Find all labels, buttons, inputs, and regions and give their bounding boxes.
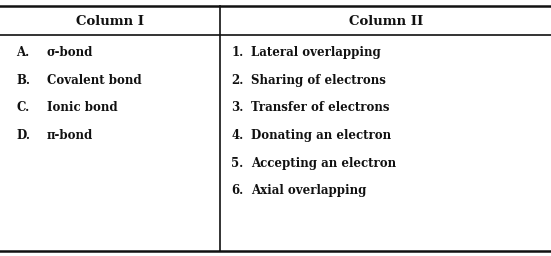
Text: Lateral overlapping: Lateral overlapping [251,46,380,59]
Text: π-bond: π-bond [47,129,93,142]
Text: Transfer of electrons: Transfer of electrons [251,101,389,114]
Text: B.: B. [17,74,30,87]
Text: Accepting an electron: Accepting an electron [251,157,396,169]
Text: 2.: 2. [231,74,244,87]
Text: σ-bond: σ-bond [47,46,93,59]
Text: D.: D. [17,129,30,142]
Text: Donating an electron: Donating an electron [251,129,391,142]
Text: Sharing of electrons: Sharing of electrons [251,74,386,87]
Text: 1.: 1. [231,46,244,59]
Text: 4.: 4. [231,129,244,142]
Text: 5.: 5. [231,157,244,169]
Text: 3.: 3. [231,101,244,114]
Text: Column II: Column II [349,15,423,28]
Text: A.: A. [17,46,30,59]
Text: Covalent bond: Covalent bond [47,74,142,87]
Text: Column I: Column I [76,15,144,28]
Text: Ionic bond: Ionic bond [47,101,117,114]
Text: Axial overlapping: Axial overlapping [251,184,366,197]
Text: C.: C. [17,101,30,114]
Text: 6.: 6. [231,184,244,197]
